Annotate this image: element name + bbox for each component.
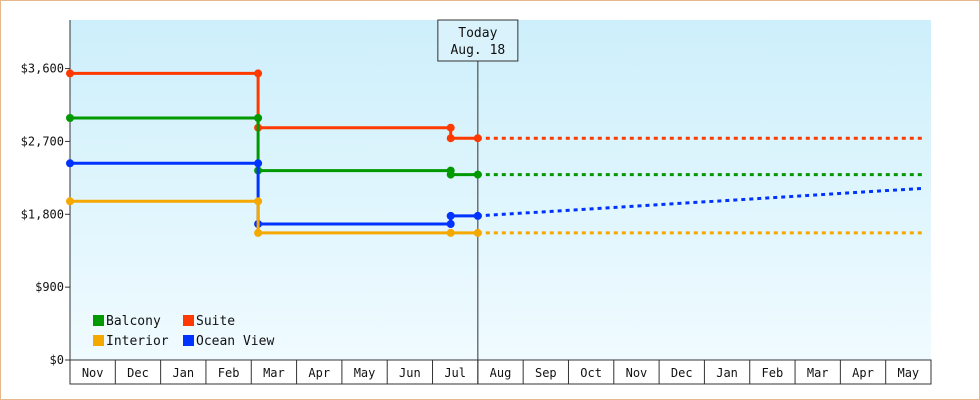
x-tick-label: Nov [82, 366, 104, 380]
series-line-suite [70, 71, 478, 140]
y-tick-label: $2,700 [21, 134, 64, 148]
data-point [254, 197, 263, 206]
data-point [446, 228, 455, 237]
x-tick-label: Jun [399, 366, 421, 380]
x-tick-label: Jan [172, 366, 194, 380]
x-tick-label: Dec [671, 366, 693, 380]
legend-swatch-interior [93, 335, 104, 346]
data-point [446, 134, 455, 143]
x-tick-label: Feb [218, 366, 240, 380]
series-projection-ocean-view [477, 186, 922, 218]
data-point [254, 159, 263, 168]
data-point [446, 220, 455, 228]
plot-area [70, 20, 931, 360]
series-layer [66, 69, 922, 237]
data-point [254, 228, 263, 237]
data-point [66, 114, 74, 122]
data-point [254, 114, 263, 122]
x-tick-label: Feb [762, 366, 784, 380]
data-point [473, 134, 482, 143]
x-tick-label: Dec [127, 366, 149, 380]
x-tick-label: Apr [852, 366, 874, 380]
legend-swatch-suite [183, 315, 194, 326]
today-label: Today [458, 26, 497, 41]
legend-label-balcony: Balcony [106, 314, 161, 329]
data-point [446, 170, 455, 179]
legend-label-ocean-view: Ocean View [196, 334, 274, 349]
data-point [446, 123, 455, 132]
x-tick-label: Nov [626, 366, 648, 380]
series-ocean-view [66, 159, 922, 228]
series-line-balcony [70, 116, 478, 177]
data-point [446, 211, 455, 220]
legend-label-suite: Suite [196, 314, 235, 329]
legend-swatch-balcony [93, 315, 104, 326]
data-point [66, 197, 74, 206]
data-point [473, 228, 482, 237]
y-tick-label: $900 [35, 280, 64, 294]
x-tick-label: Jan [716, 366, 738, 380]
x-axis-box [69, 359, 932, 385]
series-line-ocean-view [70, 161, 478, 226]
series-balcony [66, 114, 922, 179]
legend-label-interior: Interior [106, 334, 169, 349]
x-tick-label: Apr [308, 366, 330, 380]
series-interior [66, 197, 922, 237]
y-tick-label: $1,800 [21, 207, 64, 221]
today-box [437, 19, 519, 62]
x-tick-label: Jul [444, 366, 466, 380]
series-suite [66, 69, 922, 143]
data-point [66, 159, 74, 168]
legend: Balcony Suite Interior Ocean View [93, 314, 274, 349]
x-tick-label: Mar [263, 366, 285, 380]
x-tick-label: Oct [580, 366, 602, 380]
data-point [473, 170, 482, 179]
data-point [473, 211, 482, 220]
x-tick-label: May [354, 366, 376, 380]
data-point [66, 69, 74, 78]
today-date: Aug. 18 [450, 43, 505, 58]
x-tick-label: May [897, 366, 919, 380]
x-tick-label: Aug [490, 366, 512, 380]
y-tick-label: $3,600 [21, 62, 64, 76]
x-tick-label: Mar [807, 366, 829, 380]
y-tick-label: $0 [50, 353, 64, 367]
x-axis: Nov Dec Jan Feb Mar Apr May Jun Jul Aug Sep Oct Nov D… [69, 359, 932, 385]
today-marker: Today Aug. 18 [437, 19, 519, 384]
legend-swatch-ocean-view [183, 335, 194, 346]
y-axis: $0 $900 $1,800 $2,700 $3,600 [21, 20, 71, 367]
data-point [254, 69, 263, 78]
x-tick-label: Sep [535, 366, 557, 380]
